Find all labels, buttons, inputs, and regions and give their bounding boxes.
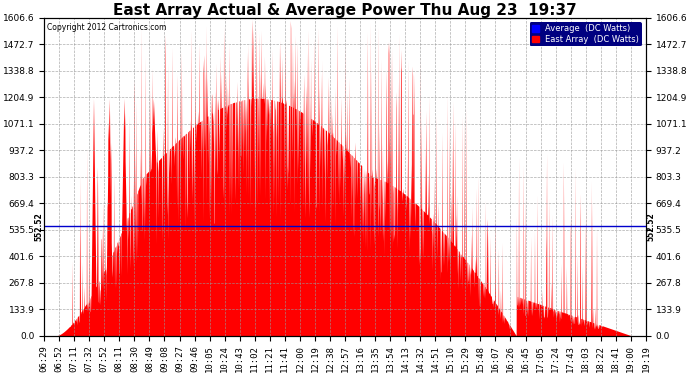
Text: 552.52: 552.52 [647, 212, 656, 241]
Title: East Array Actual & Average Power Thu Aug 23  19:37: East Array Actual & Average Power Thu Au… [113, 3, 577, 18]
Legend: Average  (DC Watts), East Array  (DC Watts): Average (DC Watts), East Array (DC Watts… [529, 22, 642, 46]
Text: Copyright 2012 Cartronics.com: Copyright 2012 Cartronics.com [47, 22, 166, 32]
Text: 552.52: 552.52 [34, 212, 43, 241]
